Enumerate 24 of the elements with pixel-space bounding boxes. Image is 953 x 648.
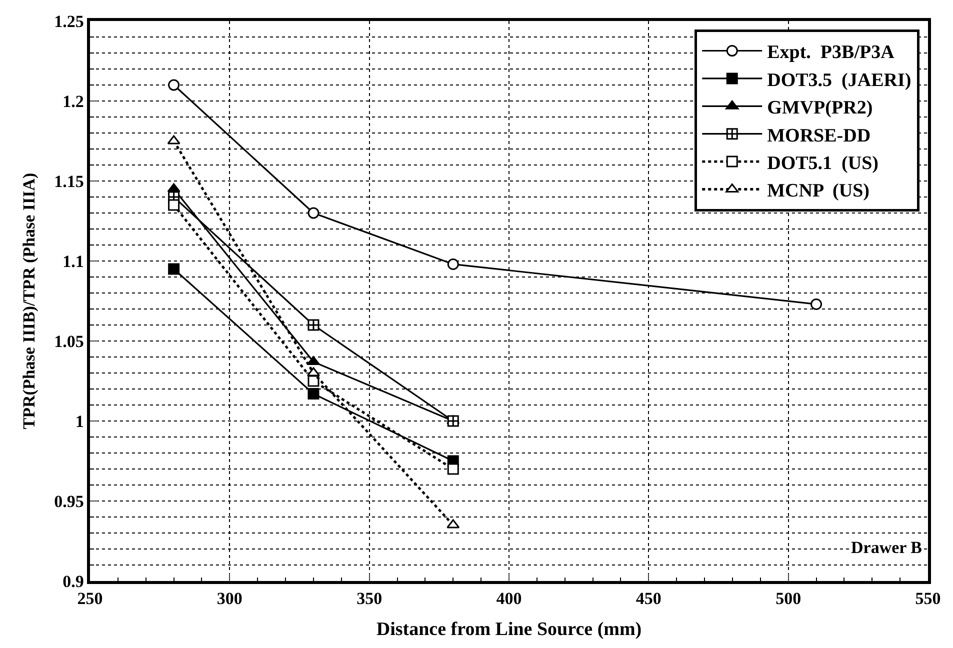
y-axis-title: TPR(Phase IIIB)/TPR (Phase IIIA): [20, 172, 39, 430]
y-tick-label: 0.95: [54, 492, 84, 511]
y-tick-label: 0.9: [62, 572, 84, 591]
legend-label: GMVP(PR2): [767, 98, 873, 119]
x-tick-label: 250: [77, 589, 103, 608]
y-tick-label: 1.1: [62, 252, 84, 271]
annotation: Drawer B: [851, 538, 922, 557]
x-tick-label: 400: [496, 589, 522, 608]
legend-label: Expt. P3B/P3A: [767, 42, 895, 64]
y-tick-label: 1.25: [54, 12, 84, 31]
y-tick-label: 1.2: [62, 92, 84, 111]
x-tick-label: 450: [636, 589, 662, 608]
y-tick-label: 1.05: [54, 332, 84, 351]
y-tick-label: 1.15: [54, 172, 84, 191]
x-tick-label: 350: [356, 589, 382, 608]
y-tick-label: 1: [75, 412, 84, 431]
x-tick-label: 500: [776, 589, 802, 608]
x-tick-label: 300: [216, 589, 242, 608]
legend-label: MCNP (US): [767, 180, 870, 202]
x-axis-title: Distance from Line Source (mm): [376, 618, 642, 640]
legend-label: DOT5.1 (US): [767, 152, 878, 174]
x-tick-label: 550: [915, 589, 941, 608]
legend-label: DOT3.5 (JAERI): [767, 70, 912, 91]
legend-label: MORSE-DD: [767, 125, 871, 146]
